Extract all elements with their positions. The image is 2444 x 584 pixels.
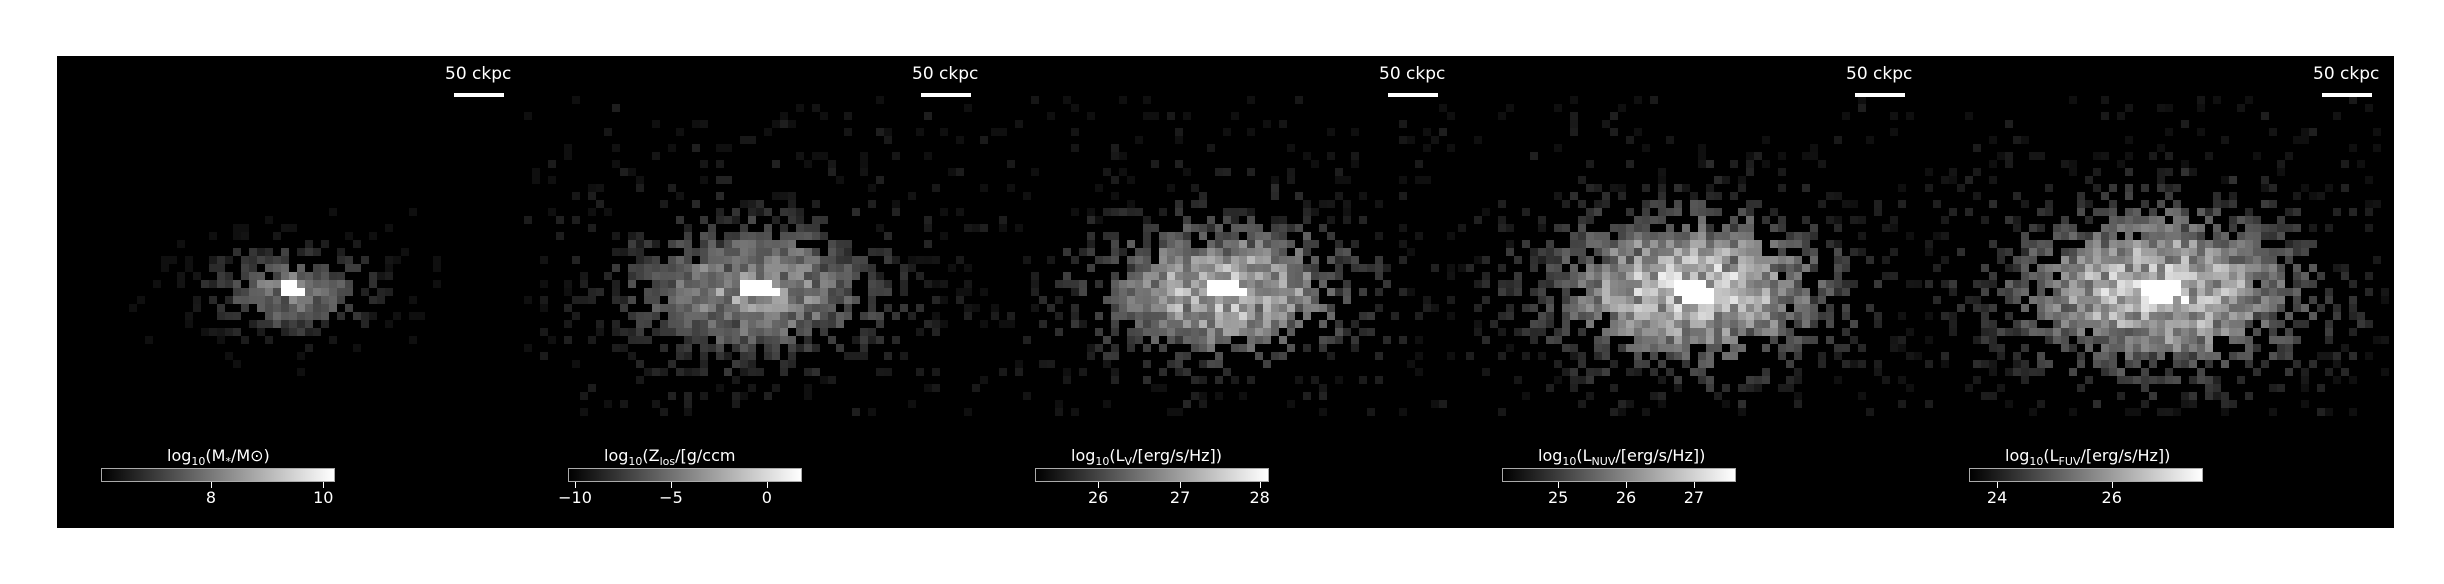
scale-bar (921, 93, 971, 97)
colorbar-tick-label: 27 (1169, 488, 1191, 507)
colorbar-tick-label: −5 (659, 488, 683, 507)
nuv-luminosity-panel: 50 ckpc log10(LNUV/[erg/s/Hz]) 25 26 27 (1458, 56, 1925, 528)
colorbar-title: log10(LFUV/[erg/s/Hz]) (2005, 446, 2171, 469)
scale-bar-label: 50 ckpc (1846, 64, 1913, 84)
colorbar (1035, 468, 1269, 482)
colorbar-tick (1693, 482, 1695, 488)
colorbar-title: log10(LNUV/[erg/s/Hz]) (1538, 446, 1706, 469)
colorbar-tick (1997, 482, 1999, 488)
scale-bar (2322, 93, 2372, 97)
scale-bar-label: 50 ckpc (445, 64, 512, 84)
galaxy-pixel-map (991, 96, 1455, 416)
colorbar (1502, 468, 1736, 482)
scale-bar-label: 50 ckpc (2313, 64, 2380, 84)
colorbar-tick-label: −10 (558, 488, 592, 507)
colorbar-title: log10(LV/[erg/s/Hz]) (1071, 446, 1223, 469)
colorbar-tick (1180, 482, 1182, 488)
colorbar-tick (670, 482, 672, 488)
colorbar (568, 468, 802, 482)
colorbar-tick (2111, 482, 2113, 488)
colorbar-tick-label: 26 (1615, 488, 1637, 507)
colorbar-tick-label: 27 (1683, 488, 1705, 507)
colorbar-tick-label: 10 (313, 488, 334, 507)
colorbar-title: log10(Zlos/[g/ccm (604, 446, 736, 469)
colorbar (1969, 468, 2203, 482)
galaxy-image-strip: 50 ckpc log10(M*/M⊙) 8 10 50 ckpc log10(Zlos/… (57, 56, 2394, 528)
colorbar-tick (766, 482, 768, 488)
colorbar-title: log10(M*/M⊙) (167, 446, 270, 469)
v-band-luminosity-panel: 50 ckpc log10(LV/[erg/s/Hz]) 26 27 28 (991, 56, 1458, 528)
colorbar-tick (1558, 482, 1560, 488)
colorbar-tick (1259, 482, 1261, 488)
scale-bar-label: 50 ckpc (912, 64, 979, 84)
colorbar-tick (1098, 482, 1100, 488)
metallicity-panel: 50 ckpc log10(Zlos/[g/ccm −10 −5 0 (524, 56, 991, 528)
colorbar-tick-label: 28 (1249, 488, 1270, 507)
scale-bar (1388, 93, 1438, 97)
scale-bar (454, 93, 504, 97)
galaxy-pixel-map (524, 96, 988, 416)
galaxy-pixel-map (1925, 96, 2389, 416)
colorbar-tick-label: 8 (205, 488, 217, 507)
galaxy-pixel-map (129, 208, 441, 376)
colorbar-tick-label: 24 (1986, 488, 2008, 507)
colorbar-tick (323, 482, 325, 488)
colorbar-tick (1626, 482, 1628, 488)
scale-bar-label: 50 ckpc (1379, 64, 1446, 84)
colorbar-tick-label: 0 (761, 488, 772, 507)
fuv-luminosity-panel: 50 ckpc log10(LFUV/[erg/s/Hz]) 24 26 (1925, 56, 2392, 528)
colorbar-tick-label: 25 (1547, 488, 1569, 507)
stellar-mass-panel: 50 ckpc log10(M*/M⊙) 8 10 (57, 56, 524, 528)
scale-bar (1855, 93, 1905, 97)
colorbar (101, 468, 335, 482)
galaxy-pixel-map (1458, 96, 1922, 416)
colorbar-tick-label: 26 (1087, 488, 1109, 507)
colorbar-tick (210, 482, 212, 488)
colorbar-tick (575, 482, 577, 488)
colorbar-tick-label: 26 (2101, 488, 2122, 507)
